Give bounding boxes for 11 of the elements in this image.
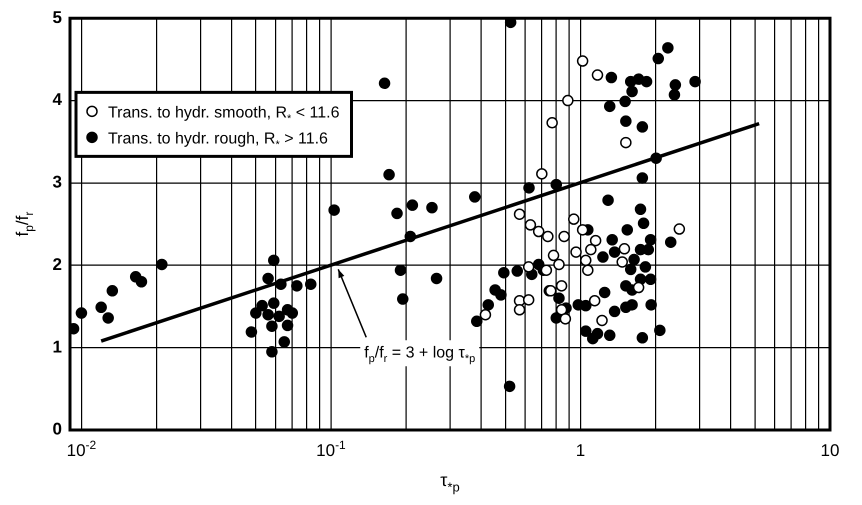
y-tick-label: 4 <box>52 90 63 110</box>
x-tick-label: 10 <box>820 441 840 460</box>
y-tick-label: 3 <box>52 172 62 192</box>
legend-label: Trans. to hydr. rough, R* > 11.6 <box>108 130 328 152</box>
legend-label: Trans. to hydr. smooth, R* < 11.6 <box>108 104 340 126</box>
y-tick-label: 2 <box>52 254 62 274</box>
y-tick-label: 1 <box>52 337 62 356</box>
y-tick-label: 5 <box>52 8 62 27</box>
x-tick-label: 1 <box>576 441 586 460</box>
y-axis-title: fp/fr <box>13 212 36 237</box>
y-tick-label: 0 <box>52 420 62 439</box>
